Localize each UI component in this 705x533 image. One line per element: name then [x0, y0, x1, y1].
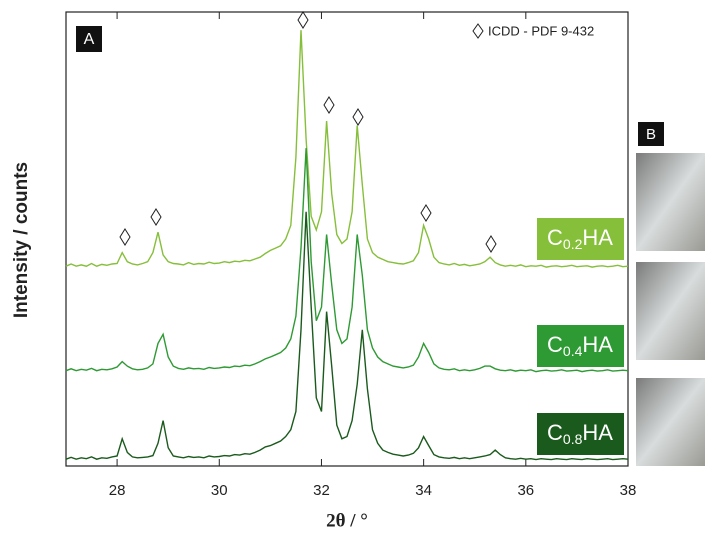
- legend-text: ICDD - PDF 9-432: [488, 23, 594, 38]
- legend-box: [537, 413, 624, 455]
- peak-markers: [119, 11, 497, 253]
- peak-marker: [150, 208, 162, 226]
- series-line: [65, 148, 629, 373]
- x-tick-label: 32: [313, 482, 330, 499]
- peak-marker: [119, 228, 131, 246]
- panel-label: A: [84, 31, 95, 48]
- panel-box: [76, 26, 102, 52]
- legend-label: C0.4HA: [547, 332, 613, 359]
- x-tick-label: 28: [109, 482, 126, 499]
- x-tick-label: 34: [415, 482, 432, 499]
- peak-marker: [485, 235, 497, 253]
- peak-marker: [297, 11, 309, 29]
- series-line: [65, 211, 629, 461]
- x-tick-label: 30: [211, 482, 228, 499]
- x-axis-label: 2θ / °: [326, 510, 368, 531]
- legend-label: C0.8HA: [547, 420, 613, 447]
- y-axis-label: Intensity / counts: [11, 162, 32, 318]
- panel-label: B: [646, 126, 656, 143]
- series-line: [65, 30, 629, 268]
- plot-frame: [65, 11, 629, 467]
- legend-diamond: [472, 23, 484, 39]
- peak-marker: [323, 96, 335, 114]
- photo: [636, 262, 705, 360]
- photo: [636, 378, 705, 466]
- x-tick-label: 38: [620, 482, 637, 499]
- legend-label: C0.2HA: [547, 225, 613, 252]
- peak-marker: [352, 108, 364, 126]
- x-tick-label: 36: [517, 482, 534, 499]
- legend-box: [537, 218, 624, 260]
- panel-box: [638, 122, 664, 146]
- peak-marker: [420, 204, 432, 222]
- photo: [636, 153, 705, 251]
- legend-box: [537, 325, 624, 367]
